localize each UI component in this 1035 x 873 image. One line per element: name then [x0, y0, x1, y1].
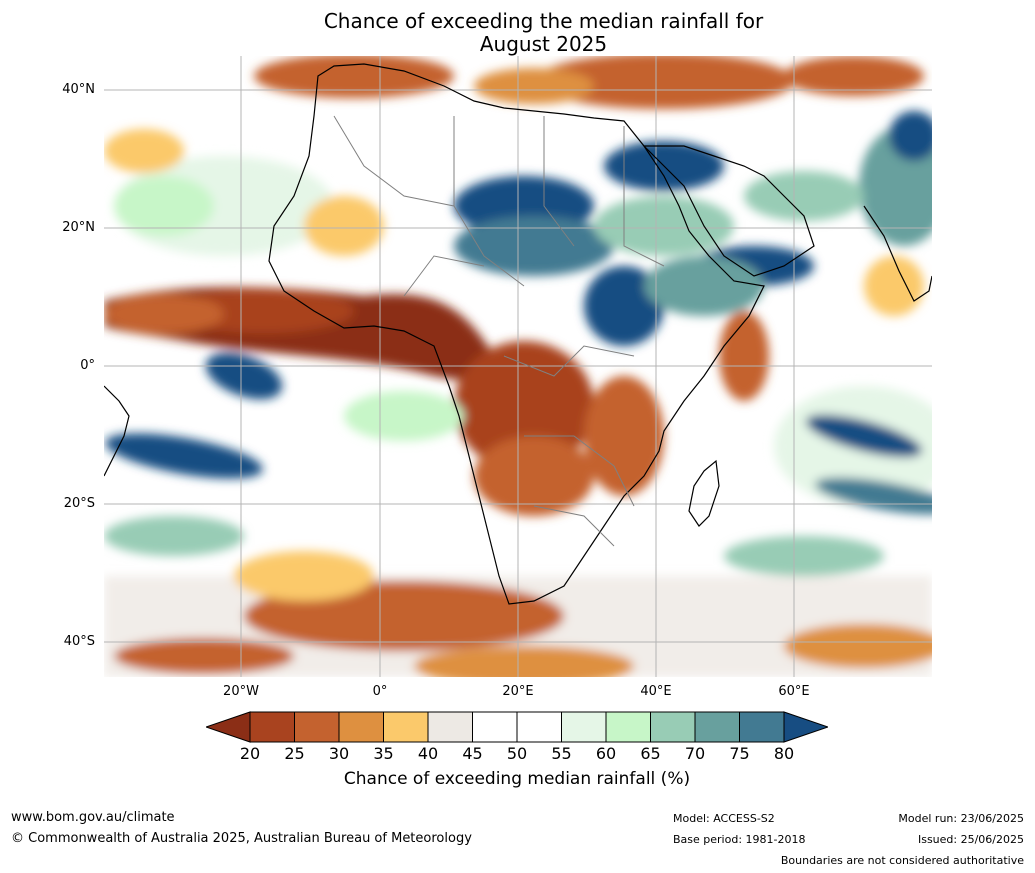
rainfall-map: [104, 56, 932, 677]
colorbar-tick-35: 35: [373, 744, 394, 763]
colorbar-swatch-65: [650, 711, 696, 743]
colorbar-tick-45: 45: [462, 744, 483, 763]
lat-label-40n: 40°N: [62, 82, 95, 97]
colorbar-swatch-50: [516, 711, 562, 743]
colorbar-tick-70: 70: [684, 744, 706, 763]
colorbar-extend-low: [206, 711, 251, 743]
colorbar-tick-40: 40: [417, 744, 439, 763]
lon-label-60e: 60°E: [778, 684, 810, 699]
lat-label-40s: 40°S: [63, 634, 95, 649]
colorbar: [206, 711, 828, 743]
south-america-coastline: [104, 385, 130, 477]
lon-label-20e: 20°E: [502, 684, 534, 699]
colorbar-swatch-40: [427, 711, 473, 743]
map-title-line-2: August 2025: [479, 32, 608, 56]
footer-copyright: © Commonwealth of Australia 2025, Austra…: [11, 831, 472, 846]
africa-coastline: [268, 63, 765, 605]
madagascar-coastline: [688, 459, 720, 527]
arabia-coastline: [642, 145, 815, 277]
footer-url[interactable]: www.bom.gov.au/climate: [11, 810, 175, 825]
colorbar-tick-55: 55: [551, 744, 572, 763]
colorbar-swatch-35: [383, 711, 429, 743]
colorbar-extend-high: [783, 711, 828, 743]
colorbar-swatch-75: [739, 711, 785, 743]
colorbar-tick-20: 20: [239, 744, 261, 763]
colorbar-swatch-20: [249, 711, 295, 743]
colorbar-tick-50: 50: [506, 744, 528, 763]
lon-label-20w: 20°W: [223, 684, 259, 699]
footer-model-run: Model run: 23/06/2025: [898, 812, 1024, 825]
colorbar-swatch-55: [561, 711, 607, 743]
colorbar-swatch-25: [294, 711, 340, 743]
colorbar-swatch-45: [472, 711, 518, 743]
colorbar-tick-65: 65: [640, 744, 661, 763]
map-title-line-1: Chance of exceeding the median rainfall …: [323, 9, 764, 33]
colorbar-tick-75: 75: [729, 744, 750, 763]
lat-label-0: 0°: [80, 358, 95, 373]
colorbar-swatch-70: [694, 711, 740, 743]
colorbar-label: Chance of exceeding median rainfall (%): [343, 769, 691, 789]
colorbar-tick-30: 30: [328, 744, 350, 763]
colorbar-tick-25: 25: [284, 744, 305, 763]
footer-base-period: Base period: 1981-2018: [673, 833, 806, 846]
footer-disclaimer: Boundaries are not considered authoritat…: [780, 854, 1024, 867]
lat-label-20n: 20°N: [62, 220, 95, 235]
colorbar-tick-80: 80: [773, 744, 795, 763]
colorbar-swatch-60: [605, 711, 651, 743]
colorbar-swatch-30: [338, 711, 384, 743]
lon-label-40e: 40°E: [640, 684, 672, 699]
footer-issued: Issued: 25/06/2025: [917, 833, 1024, 846]
footer-model: Model: ACCESS-S2: [673, 812, 775, 825]
map-graticule: [104, 56, 932, 677]
lon-label-0: 0°: [372, 684, 388, 699]
india-coastline: [863, 205, 932, 302]
lat-label-20s: 20°S: [63, 496, 95, 511]
country-borders: [333, 115, 665, 547]
colorbar-tick-60: 60: [595, 744, 617, 763]
